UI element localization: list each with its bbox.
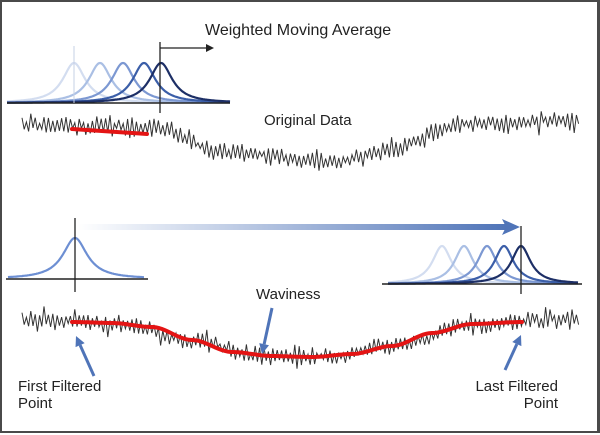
last-filtered-point-label: Last Filtered Point	[475, 378, 558, 412]
original-data-label: Original Data	[264, 112, 352, 129]
pointer-arrows	[75, 307, 522, 377]
filtered-data-signal	[21, 306, 580, 369]
window-shift-arrow-icon	[160, 44, 214, 52]
waviness-curve	[70, 320, 524, 359]
first-kernel-curve	[6, 218, 148, 292]
diagram-title: Weighted Moving Average	[205, 22, 392, 39]
last-kernel-curves	[382, 226, 582, 294]
kernel-travel-arrow-icon	[78, 219, 520, 235]
first-filtered-point-label: First Filtered Point	[18, 378, 102, 412]
top-kernel-curves	[6, 61, 231, 104]
partial-filtered-line	[70, 127, 149, 136]
top-kernel-axis	[7, 42, 230, 113]
original-data-signal	[21, 111, 580, 171]
waviness-label: Waviness	[256, 286, 321, 303]
